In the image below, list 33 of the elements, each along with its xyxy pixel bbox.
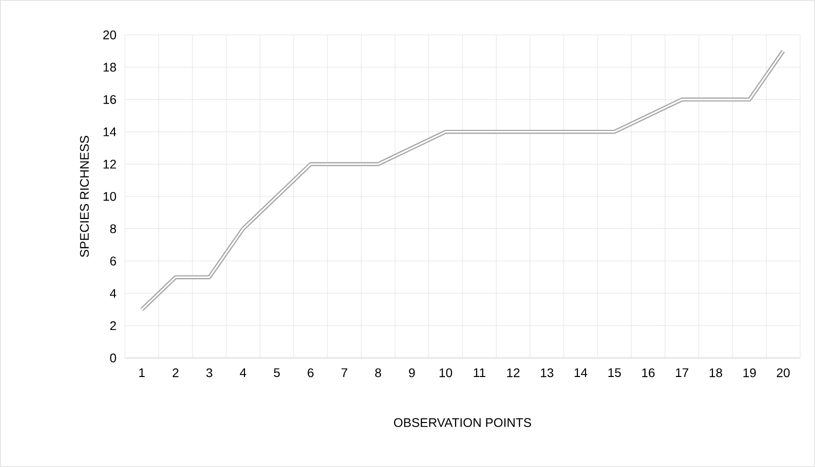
y-tick-label: 12 — [104, 160, 116, 169]
y-tick-label: 16 — [104, 95, 116, 104]
x-tick-label: 10 — [440, 368, 452, 378]
x-tick-label: 2 — [172, 368, 178, 378]
x-tick-label: 12 — [507, 368, 520, 378]
x-tick-label: 11 — [474, 368, 486, 377]
x-tick-label: 4 — [240, 368, 246, 377]
x-tick-label: 3 — [206, 368, 212, 378]
y-axis-title: SPECIES RICHNESS — [80, 136, 89, 258]
x-tick-label: 13 — [540, 368, 554, 378]
x-tick-label: 20 — [776, 368, 790, 378]
x-tick-label: 5 — [274, 368, 280, 378]
y-tick-label: 14 — [104, 128, 116, 136]
x-tick-label: 15 — [608, 368, 621, 378]
y-tick-label: 8 — [110, 224, 116, 234]
y-tick-label: 4 — [110, 289, 116, 298]
x-tick-label: 6 — [308, 368, 314, 378]
x-tick-label: 1 — [139, 368, 145, 377]
y-tick-label: 20 — [103, 30, 116, 40]
x-tick-label: 18 — [710, 368, 722, 378]
y-tick-label: 2 — [110, 321, 116, 330]
x-axis-title: OBSERVATION POINTS — [394, 418, 532, 428]
x-tick-label: 19 — [743, 368, 756, 378]
x-tick-label: 17 — [676, 368, 688, 377]
x-tick-label: 9 — [408, 368, 415, 378]
y-tick-label: 0 — [110, 354, 116, 362]
y-tick-label: 6 — [110, 256, 116, 266]
y-tick-label: 10 — [104, 192, 116, 201]
y-tick-label: 18 — [104, 62, 116, 72]
x-tick-label: 7 — [342, 368, 348, 377]
x-tick-label: 14 — [574, 368, 588, 377]
x-tick-label: 16 — [642, 368, 655, 378]
x-tick-label: 8 — [375, 368, 382, 378]
